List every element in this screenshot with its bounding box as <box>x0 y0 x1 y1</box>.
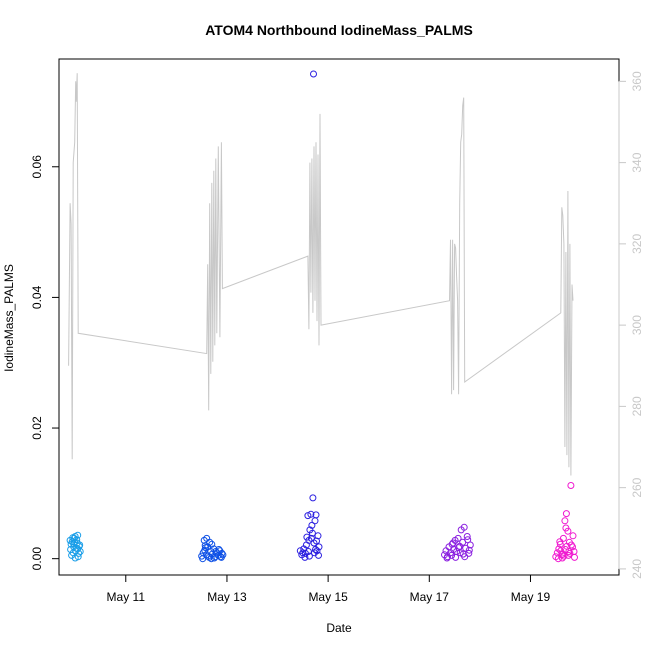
data-point-s1-25 <box>212 548 220 555</box>
data-point-s2-20 <box>308 529 316 537</box>
data-point-s1-17 <box>208 540 216 548</box>
data-point-s1-26 <box>216 553 224 561</box>
data-point-s1-19 <box>206 538 214 546</box>
axes-layer: May 11 May 13 May 15 May 17 May 19 0.00 0.02 0.… <box>30 71 644 604</box>
background-trace-line <box>68 73 574 476</box>
y-right-tick-label-5: 340 <box>630 152 644 172</box>
y-tick-label-0: 0.00 <box>30 547 44 571</box>
x-tick-label-1: May 13 <box>207 590 247 604</box>
data-point-s3-26 <box>459 550 467 558</box>
y-tick-label-3: 0.06 <box>30 155 44 179</box>
data-point-s1-28 <box>207 555 215 563</box>
data-point-s2-28 <box>310 70 317 78</box>
y-right-tick-label-0: 240 <box>630 559 644 579</box>
data-point-s3-14 <box>462 544 470 552</box>
data-point-s2-25 <box>307 534 315 542</box>
data-point-s4-3 <box>556 540 564 548</box>
data-point-s0-20 <box>68 538 76 546</box>
data-point-s4-27 <box>559 550 567 558</box>
data-point-s1-23 <box>199 555 207 563</box>
data-point-s4-19 <box>556 538 564 546</box>
y-tick-label-1: 0.02 <box>30 416 44 440</box>
data-point-s3-9 <box>454 534 462 542</box>
data-point-s1-27 <box>201 542 209 550</box>
data-point-s0-23 <box>70 540 78 548</box>
data-point-s4-23 <box>567 541 575 549</box>
data-point-s2-23 <box>315 551 322 559</box>
data-point-s4-26 <box>565 548 573 555</box>
data-point-s4-13 <box>554 555 562 563</box>
data-point-s0-22 <box>74 545 82 553</box>
x-tick-label-0: May 11 <box>107 590 146 604</box>
x-axis-label: Date <box>326 621 352 635</box>
data-point-s2-24 <box>301 553 309 561</box>
data-point-s0-16 <box>67 546 75 553</box>
data-point-s2-11 <box>309 494 317 502</box>
data-point-s3-15 <box>463 533 471 540</box>
data-point-s3-24 <box>449 539 457 547</box>
data-point-s2-18 <box>302 541 310 549</box>
points-layer <box>66 70 578 563</box>
data-point-s2-26 <box>312 546 319 553</box>
data-point-s4-2 <box>555 545 563 553</box>
data-point-s4-18 <box>569 532 577 540</box>
y-right-tick-label-2: 280 <box>630 396 644 416</box>
data-point-s4-25 <box>562 524 570 532</box>
background-trace-layer <box>68 73 574 476</box>
data-point-s2-19 <box>305 552 313 560</box>
data-point-s2-14 <box>312 511 320 519</box>
data-point-s4-24 <box>571 553 578 561</box>
x-tick-label-2: May 15 <box>308 590 348 604</box>
data-point-s0-21 <box>71 554 79 562</box>
data-point-s3-27 <box>464 536 472 544</box>
data-point-s4-6 <box>561 517 569 525</box>
y-right-tick-label-4: 320 <box>630 234 644 254</box>
data-point-s2-27 <box>304 548 312 555</box>
data-point-s4-10 <box>567 482 575 489</box>
y-tick-label-2: 0.04 <box>30 285 44 309</box>
y-right-tick-label-3: 300 <box>630 315 644 335</box>
chart-title: ATOM4 Northbound IodineMass_PALMS <box>205 22 473 38</box>
y-right-tick-label-6: 360 <box>630 71 644 91</box>
data-point-s4-20 <box>558 554 566 562</box>
x-tick-label-3: May 17 <box>410 590 450 604</box>
data-point-s3-20 <box>452 553 460 561</box>
data-point-s3-23 <box>465 546 473 554</box>
data-point-s3-19 <box>448 551 456 559</box>
data-point-s4-7 <box>562 510 570 518</box>
x-tick-label-4: May 19 <box>511 590 551 604</box>
data-point-s1-22 <box>218 549 226 557</box>
y-right-tick-label-1: 260 <box>630 477 644 497</box>
data-point-s2-9 <box>307 510 315 518</box>
y-axis-label: IodineMass_PALMS <box>2 264 16 372</box>
data-point-s3-13 <box>460 523 468 531</box>
data-point-s3-25 <box>455 544 463 552</box>
